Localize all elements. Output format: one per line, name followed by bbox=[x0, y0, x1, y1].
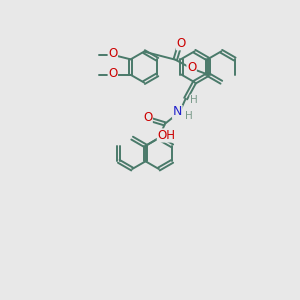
Text: H: H bbox=[190, 95, 198, 105]
Text: O: O bbox=[108, 67, 118, 80]
Text: O: O bbox=[187, 61, 196, 74]
Text: O: O bbox=[143, 111, 152, 124]
Text: O: O bbox=[177, 37, 186, 50]
Text: OH: OH bbox=[157, 129, 175, 142]
Text: O: O bbox=[108, 47, 118, 60]
Text: N: N bbox=[173, 106, 182, 118]
Text: H: H bbox=[185, 111, 193, 122]
